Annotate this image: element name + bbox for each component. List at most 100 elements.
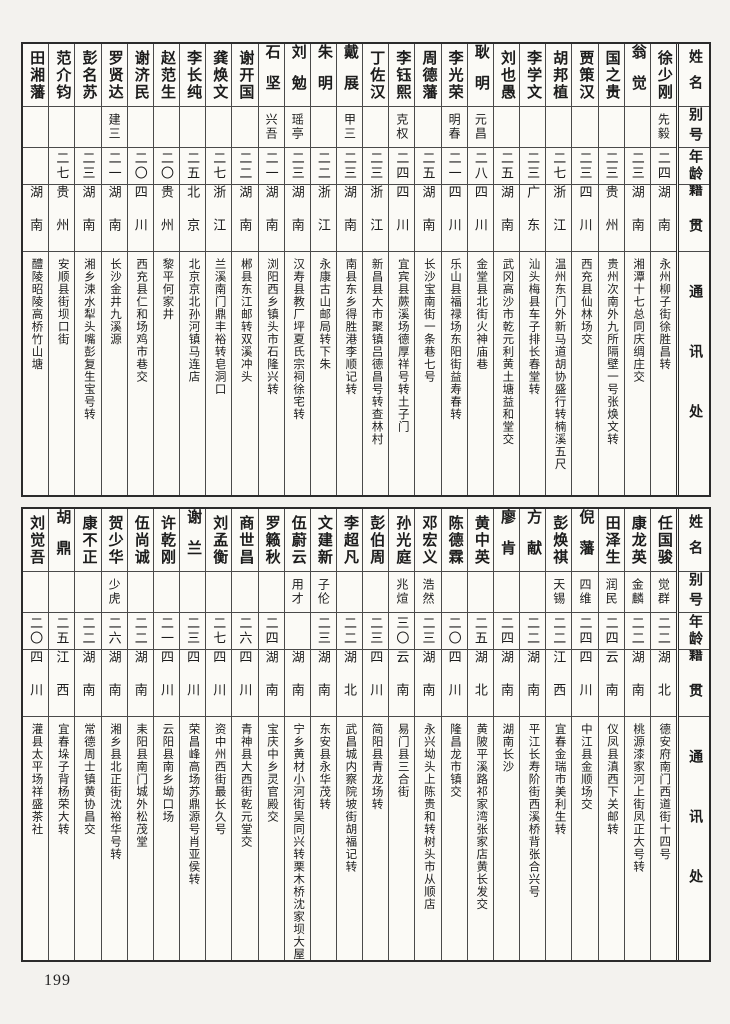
- entry-native-cell: 湖南: [101, 185, 127, 252]
- entry-column: 赵范生 二〇 贵州 黎平何家井: [152, 44, 180, 495]
- entry-age-cell: 三〇: [389, 613, 415, 650]
- header-name-cell: 姓名: [679, 44, 709, 107]
- entry-alias-cell: 子伦: [310, 572, 336, 613]
- entry-age: 二五: [54, 616, 70, 646]
- entry-column: 康不正 二二 湖南 常德周士镇黄协昌交: [74, 509, 101, 960]
- entry-column: 康龙英 金麟 二二 湖南 桃源漆家河上街凤正大号转: [623, 509, 650, 960]
- entry-address-cell: 西充县仙林场交: [572, 252, 597, 495]
- entry-age-cell: 二七: [49, 148, 75, 185]
- entry-alias-cell: [336, 572, 363, 613]
- entry-native: 四川: [577, 650, 593, 716]
- entry-native-cell: 湖南: [415, 185, 441, 252]
- entry-native-cell: 北京: [180, 185, 206, 252]
- entry-name: 任国骏: [655, 514, 672, 566]
- entry-address: 长沙宝南街一条巷七号: [422, 258, 435, 383]
- entry-address: 汉寿县教厂坪夏氏宗祠徐宅转: [292, 258, 305, 421]
- entry-address: 永州柳子街徐胜昌转: [658, 258, 671, 371]
- entry-age-cell: 二七: [206, 148, 232, 185]
- entry-age: 二三: [315, 616, 331, 646]
- entry-age: 二一: [446, 151, 462, 181]
- entry-age-cell: 二三: [598, 148, 624, 185]
- entry-address: 宜宾县蕨溪场德厚祥号转土子门: [396, 258, 409, 433]
- entry-age: 二二: [629, 616, 645, 646]
- entry-age-cell: 二三: [336, 148, 363, 185]
- entry-name-cell: 刘孟衡: [206, 509, 232, 572]
- entry-native-cell: 浙江: [363, 185, 389, 252]
- entry-alias-cell: 瑶亭: [284, 107, 310, 148]
- entry-age-cell: 二三: [284, 148, 310, 185]
- entry-address: 长沙金井九溪源: [109, 258, 121, 346]
- entry-name-cell: 刘也愚: [493, 44, 520, 107]
- entry-native-cell: 湖北: [336, 650, 363, 717]
- entry-address: 黎平何家井: [161, 258, 174, 321]
- entry-native: 浙江: [368, 185, 384, 251]
- entry-address-cell: 湘潭十七总同庆绸庄交: [625, 252, 650, 495]
- entry-native: 湖南: [237, 185, 253, 251]
- entry-native-cell: 湖南: [127, 650, 153, 717]
- entry-name-cell: 戴展: [336, 44, 363, 107]
- entry-native-cell: 四川: [232, 650, 258, 717]
- entry-native-cell: 湖南: [624, 650, 650, 717]
- entry-native: 四川: [28, 650, 44, 716]
- entry-name-cell: 方献: [520, 509, 546, 572]
- entry-native-cell: 四川: [127, 185, 153, 252]
- entry-age-cell: 二五: [467, 613, 493, 650]
- entry-native: 四川: [158, 650, 174, 716]
- entry-age-cell: 二六: [101, 613, 127, 650]
- entry-column: 朱明 二二 浙江 永康古山邮局转下朱: [309, 44, 336, 495]
- entry-age-cell: 二二: [127, 613, 153, 650]
- entry-native: 湖南: [263, 650, 279, 716]
- entry-name-cell: 谢济民: [127, 44, 153, 107]
- entry-age: 二七: [551, 151, 567, 181]
- entry-name: 田湘藩: [28, 49, 45, 101]
- entry-name-cell: 胡邦植: [546, 44, 572, 107]
- entry-address-cell: 云阳县南乡坳口场: [154, 717, 179, 960]
- entry-native: 湖北: [655, 650, 671, 716]
- entry-age-cell: 二三: [310, 613, 336, 650]
- entry-name-cell: 刘觉吾: [23, 509, 49, 572]
- entry-column: 龚焕文 二七 浙江 兰溪南门鼎丰裕转皂洞口: [205, 44, 232, 495]
- entry-name-cell: 贺少华: [101, 509, 127, 572]
- entry-native: 四川: [237, 650, 253, 716]
- entry-alias-cell: [493, 572, 520, 613]
- entry-age: 二三: [289, 151, 305, 181]
- entry-native: 湖南: [263, 185, 279, 251]
- entry-age: 二〇: [132, 151, 148, 181]
- entry-address-cell: 长沙金井九溪源: [102, 252, 127, 495]
- entry-column: 文建新 子伦 二三 湖南 东安县永华茂转: [309, 509, 336, 960]
- entry-name: 罗籁秋: [263, 514, 280, 566]
- entry-native: 北京: [185, 185, 201, 251]
- entry-alias-cell: [624, 107, 650, 148]
- entry-alias-cell: [232, 107, 258, 148]
- entry-name-cell: 邓宏义: [415, 509, 441, 572]
- entry-address: 青神县大西街乾元堂交: [239, 723, 252, 848]
- entry-age: 二三: [420, 616, 436, 646]
- entry-column: 彭名苏 二三 湖南 湘乡涑水犁头嘴彭复生宝号转: [74, 44, 101, 495]
- entry-native-cell: 四川: [441, 650, 467, 717]
- entry-column: 孙光庭 兆煊 三〇 云南 易门县三合街: [388, 509, 415, 960]
- entry-name-cell: 胡鼎: [49, 509, 75, 572]
- entry-address: 德安府南门西道街十四号: [658, 723, 671, 861]
- entry-address: 湖南长沙: [501, 723, 514, 773]
- entry-native: 湖南: [106, 185, 122, 251]
- entry-address-cell: 浏阳西乡镇头市石隆兴转: [259, 252, 284, 495]
- entry-native: 湖南: [289, 185, 305, 251]
- entry-native-cell: 湖南: [520, 650, 546, 717]
- entry-age: 二〇: [158, 151, 174, 181]
- entry-native-cell: 湖南: [101, 650, 127, 717]
- entry-native-cell: 四川: [441, 185, 467, 252]
- entry-native: 湖北: [342, 650, 358, 716]
- entry-native: 浙江: [211, 185, 227, 251]
- entry-native: 四川: [211, 650, 227, 716]
- entry-address: 仪凤县滇西下关邮转: [605, 723, 618, 836]
- entry-address-cell: 贵州次南外九所隔壁一号张焕文转: [599, 252, 624, 495]
- entry-native-cell: 湖南: [284, 185, 310, 252]
- entry-age-cell: 二二: [624, 613, 650, 650]
- header-address-cell: 通讯处: [679, 252, 709, 495]
- entry-alias-cell: [75, 572, 101, 613]
- entry-native: 云南: [603, 650, 619, 716]
- entry-name: 刘孟衡: [211, 514, 228, 566]
- entry-alias-cell: [206, 572, 232, 613]
- entry-address-cell: 湖南长沙: [494, 717, 519, 960]
- entry-name: 赵范生: [158, 49, 175, 101]
